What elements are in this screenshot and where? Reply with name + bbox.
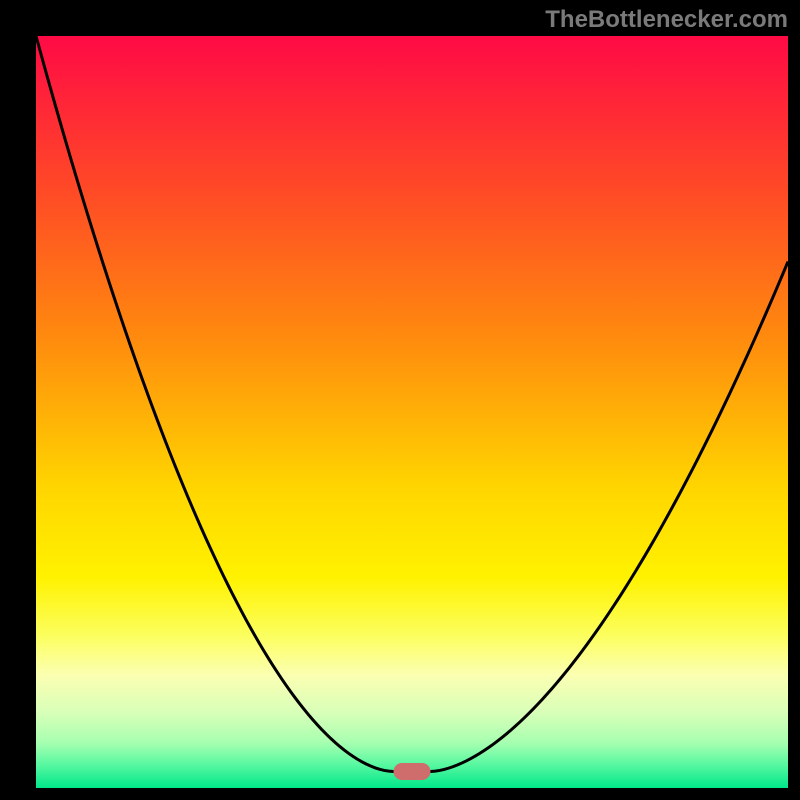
watermark-text: TheBottlenecker.com xyxy=(545,6,788,33)
bottleneck-chart: TheBottlenecker.com xyxy=(0,0,800,800)
plot-background xyxy=(36,36,788,788)
optimum-marker xyxy=(394,763,430,779)
